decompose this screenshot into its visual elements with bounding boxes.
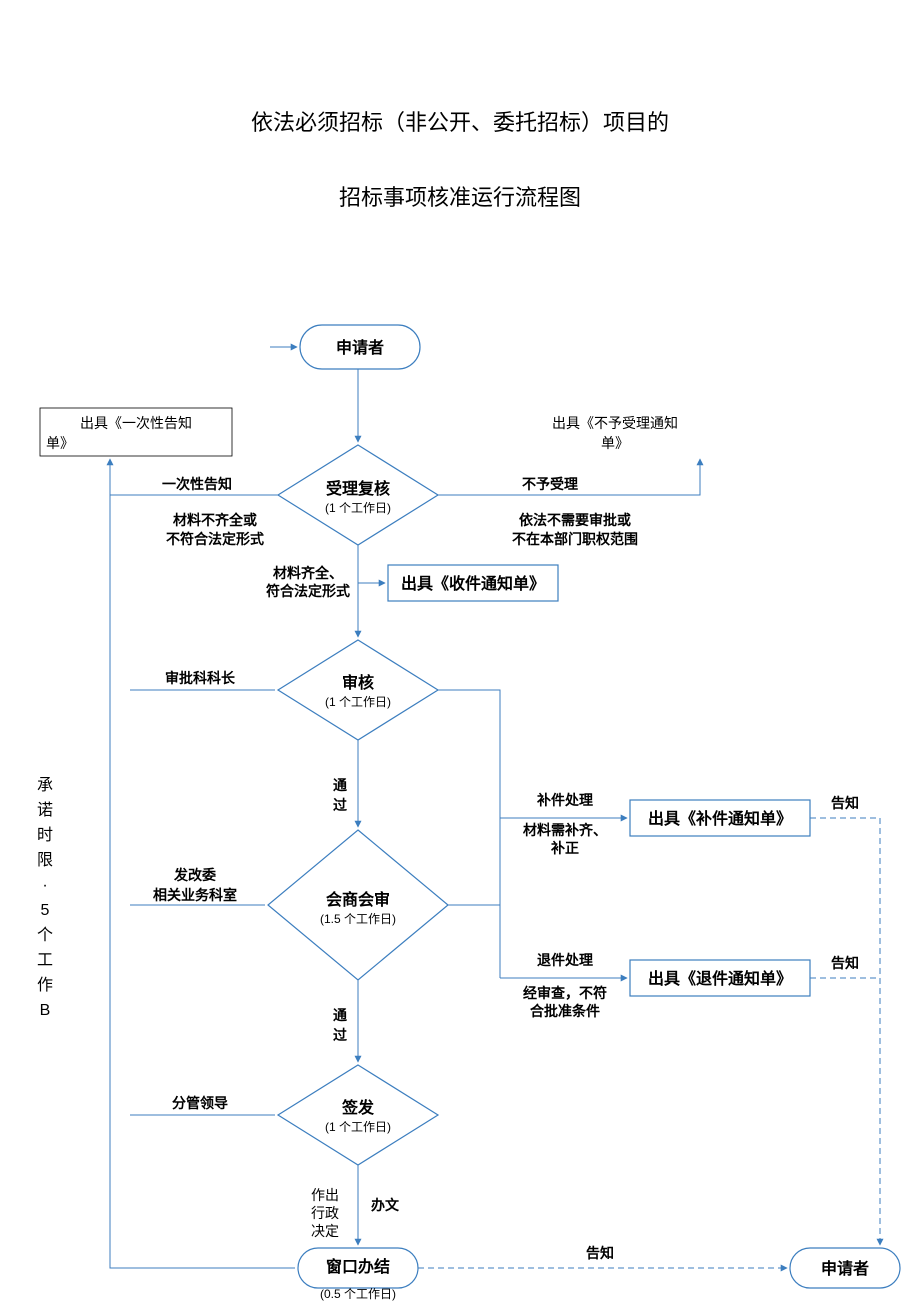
node-sign-sub: (1 个工作日): [325, 1120, 391, 1134]
node-audit-label: 审核: [342, 673, 374, 692]
edge-sign-left-label: 分管领导: [172, 1095, 228, 1111]
side-char-3: 限: [37, 851, 53, 869]
node-notice-once: 出具《一次性告知 单》: [40, 408, 232, 456]
edge-pass2a: 通: [333, 1007, 347, 1023]
side-char-1: 诺: [37, 801, 53, 819]
edge-return-notify-label: 告知: [831, 955, 859, 971]
node-supplement-label: 出具《补件通知单》: [648, 809, 792, 828]
edge-complete2: 符合法定形式: [265, 583, 350, 599]
side-char-2: 时: [37, 826, 53, 844]
node-supplement: 出具《补件通知单》: [630, 800, 810, 836]
side-char-9: B: [40, 1002, 51, 1019]
node-review-label: 受理复核: [326, 479, 390, 498]
node-review-sub: (1 个工作日): [325, 501, 391, 515]
edge-meeting-left-l2: 相关业务科室: [153, 887, 237, 903]
edge-dec3: 决定: [311, 1223, 339, 1239]
edge-dec2: 行政: [311, 1205, 339, 1221]
node-applicant2: 申请者: [790, 1248, 900, 1288]
edge-supp-notify: [810, 818, 880, 1245]
node-notice-once-l2: 单》: [46, 435, 74, 451]
edge-docwork: 办文: [371, 1197, 400, 1213]
node-notice-once-l1: 出具《一次性告知: [80, 415, 192, 431]
side-time-limit: 承诺时限 · 5 个工作B: [37, 776, 53, 1019]
node-sign: 签发 (1 个工作日): [278, 1065, 438, 1165]
node-sign-label: 签发: [341, 1098, 375, 1117]
title-line1: 依法必须招标（非公开、委托招标）项目的: [251, 110, 669, 135]
edge-review-reject-note1: 依法不需要审批或: [519, 512, 631, 528]
side-char-0: 承: [37, 776, 53, 794]
node-return-label: 出具《退件通知单》: [648, 969, 792, 988]
edge-review-reject-label: 不予受理: [522, 476, 578, 492]
edge-review-reject-note2: 不在本部门职权范围: [512, 531, 638, 547]
side-char-5: 5: [41, 902, 50, 919]
edge-review-once-label: 一次性告知: [162, 476, 232, 492]
side-char-6: 个: [37, 926, 53, 944]
node-window-label: 窗口办结: [326, 1257, 390, 1276]
edge-supp-note2: 补正: [550, 840, 579, 856]
node-notice-reject-l1: 出具《不予受理通知: [552, 415, 678, 431]
node-window-sub: (0.5 个工作日): [320, 1287, 396, 1301]
edge-audit-right-down: [438, 690, 500, 978]
node-meeting: 会商会审 (1.5 个工作日): [268, 830, 448, 980]
node-return: 出具《退件通知单》: [630, 960, 810, 996]
edge-audit-left-label: 审批科科长: [165, 670, 236, 686]
node-window: 窗口办结 (0.5 个工作日): [298, 1248, 418, 1301]
node-meeting-sub: (1.5 个工作日): [320, 912, 396, 926]
edge-pass1a: 通: [333, 777, 347, 793]
node-audit: 审核 (1 个工作日): [278, 640, 438, 740]
edge-supplement-label: 补件处理: [536, 792, 593, 808]
node-notice-reject: 出具《不予受理通知 单》: [552, 415, 678, 451]
node-audit-sub: (1 个工作日): [325, 695, 391, 709]
edge-pass1b: 过: [333, 797, 347, 813]
node-meeting-label: 会商会审: [326, 890, 390, 909]
side-char-8: 作: [37, 976, 53, 994]
node-applicant-label: 申请者: [336, 338, 384, 357]
node-applicant2-label: 申请者: [821, 1259, 869, 1278]
side-char-4: ·: [42, 877, 47, 894]
edge-review-once-note2: 不符合法定形式: [166, 531, 264, 547]
edge-supp-notify-label: 告知: [831, 795, 859, 811]
side-char-7: 工: [37, 952, 53, 969]
edge-meeting-left-l1: 发改委: [173, 867, 216, 883]
edge-supp-note1: 材料需补齐、: [523, 822, 607, 838]
edge-complete1: 材料齐全、: [273, 565, 343, 581]
edge-return-note1: 经审查，不符: [523, 985, 607, 1001]
node-review: 受理复核 (1 个工作日): [278, 445, 438, 545]
title-line2: 招标事项核准运行流程图: [339, 185, 581, 210]
edge-review-once-note1: 材料不齐全或: [173, 512, 257, 528]
edge-dec1: 作出: [311, 1187, 339, 1203]
edge-return-note2: 合批准条件: [530, 1003, 600, 1019]
node-notice-reject-l2: 单》: [601, 435, 629, 451]
node-receipt-label: 出具《收件通知单》: [401, 574, 545, 593]
node-receipt: 出具《收件通知单》: [388, 565, 558, 601]
edge-pass2b: 过: [333, 1027, 347, 1043]
node-applicant: 申请者: [300, 325, 420, 369]
edge-return-label: 退件处理: [537, 952, 593, 968]
edge-window-notify-label: 告知: [586, 1245, 614, 1261]
